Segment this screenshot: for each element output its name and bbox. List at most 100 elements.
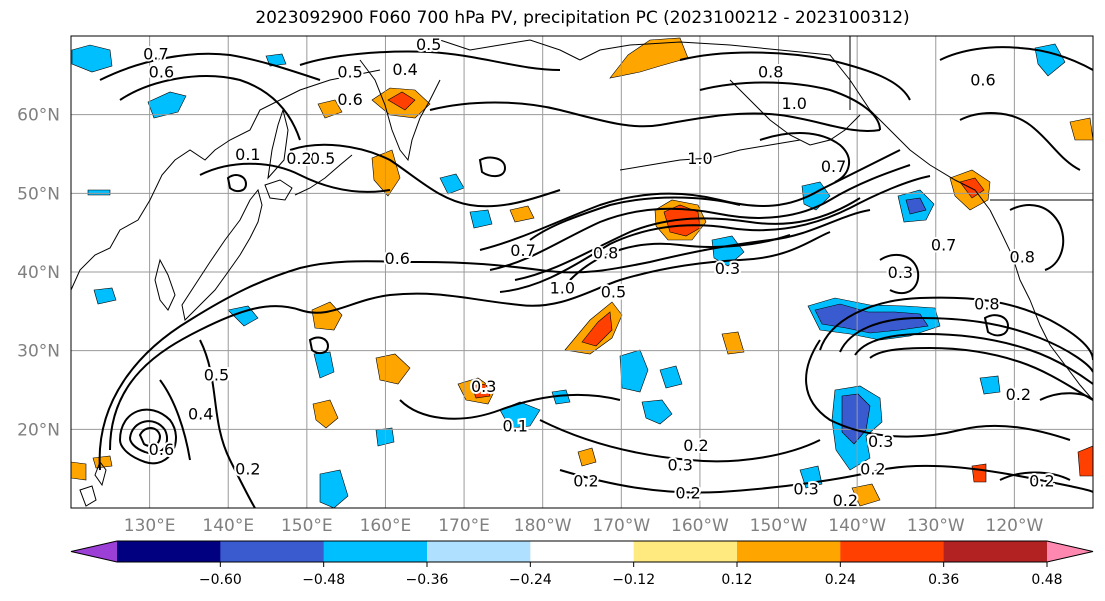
pv-contour xyxy=(118,408,177,465)
coastline-aleutians xyxy=(619,139,801,171)
precip-patch xyxy=(71,461,87,481)
pv-contour xyxy=(514,197,861,281)
pv-contour xyxy=(759,132,850,183)
contour-label: 0.5 xyxy=(310,149,335,168)
contour-label: 0.2 xyxy=(1006,385,1031,404)
contour-label: 0.7 xyxy=(143,44,168,63)
colorbar-extend-low xyxy=(71,541,117,562)
pv-contour xyxy=(299,50,561,71)
longitude-label: 150°W xyxy=(750,516,808,536)
precip-patch xyxy=(471,383,491,399)
pv-contour xyxy=(679,51,911,101)
contour-label: 1.0 xyxy=(782,94,807,113)
pv-contour xyxy=(138,427,162,447)
contour-label: 1.0 xyxy=(687,149,712,168)
colorbar-outline xyxy=(70,540,1094,563)
latitude-label: 30°N xyxy=(17,342,60,362)
latitude-label: 60°N xyxy=(17,106,60,126)
precip-patch xyxy=(577,447,597,467)
contour-label: 0.4 xyxy=(188,405,213,424)
coastline-kurils xyxy=(294,154,353,196)
contour-label: 0.1 xyxy=(502,416,527,435)
precip-patch xyxy=(641,399,673,425)
coastline-korea xyxy=(154,258,176,311)
precip-patch xyxy=(469,209,493,229)
pv-contour xyxy=(939,46,1093,71)
contour-label: 0.8 xyxy=(974,294,999,313)
map-plot-area: 0.70.6 0.5 0.40.50.60.50.10.6 0.7 0.81.0 0.50… xyxy=(71,36,1093,510)
colorbar-tick-label: −0.60 xyxy=(199,572,242,588)
precip-patch xyxy=(721,331,745,355)
longitude-label: 120°W xyxy=(986,516,1044,536)
contour-label: 0.4 xyxy=(392,60,417,79)
contour-label: 0.2 xyxy=(286,149,311,168)
contour-label: 0.6 xyxy=(149,440,174,459)
precip-patch xyxy=(92,455,113,469)
latitude-label: 50°N xyxy=(17,184,60,204)
longitude-label: 130°E xyxy=(124,516,176,536)
colorbar-bin xyxy=(220,541,325,562)
pv-contour xyxy=(1039,392,1093,401)
pv-contour xyxy=(805,339,1071,441)
pv-contour xyxy=(289,143,561,208)
precip-patch xyxy=(659,365,683,389)
colorbar-bin xyxy=(633,541,738,562)
coastline-chukotka xyxy=(439,39,581,61)
pv-contour xyxy=(478,156,507,178)
coastlines xyxy=(71,36,1093,507)
pv-contour xyxy=(99,52,321,81)
pv-contour xyxy=(869,346,1093,401)
precip-patch xyxy=(227,305,259,327)
contour-label: 1.0 xyxy=(550,279,575,298)
precip-patch xyxy=(71,44,113,73)
pv-contour xyxy=(854,332,1093,385)
latitude-labels: 60°N 50°N 40°N 30°N 20°N xyxy=(17,106,60,441)
contour-label: 0.2 xyxy=(683,436,708,455)
colorbar-bin xyxy=(943,541,1048,562)
precip-patch xyxy=(87,189,111,196)
contour-label: 0.6 xyxy=(970,70,995,89)
colorbar-bin xyxy=(323,541,428,562)
contour-label: 0.3 xyxy=(668,456,693,475)
pv-contour xyxy=(119,75,301,141)
precip-patch xyxy=(551,389,571,405)
longitude-label: 140°W xyxy=(828,516,886,536)
contour-label: 0.1 xyxy=(235,145,260,164)
pv-contour xyxy=(959,112,1081,171)
colorbar-bin xyxy=(840,541,945,562)
colorbar-bin xyxy=(530,541,635,562)
colorbar-tick-label: −0.48 xyxy=(302,572,345,588)
precip-patch xyxy=(581,311,613,347)
pv-contour xyxy=(199,162,391,193)
precip-patch xyxy=(711,235,745,267)
coastline-philippines xyxy=(79,485,97,507)
contour-labels: 0.70.6 0.5 0.40.50.60.50.10.6 0.7 0.81.0 0.50… xyxy=(141,36,1056,510)
longitude-label: 160°E xyxy=(360,516,412,536)
precip-patch xyxy=(375,353,411,385)
coastline-asia xyxy=(71,69,381,291)
longitude-label: 140°E xyxy=(202,516,254,536)
precip-patch xyxy=(979,375,1001,395)
longitude-label: 170°E xyxy=(438,516,490,536)
precip-patch xyxy=(387,91,416,111)
precip-patch xyxy=(312,399,339,429)
precip-patch xyxy=(905,197,927,215)
pv-contour xyxy=(109,231,831,451)
coastline-japan xyxy=(181,188,263,322)
precip-patch xyxy=(1069,117,1093,141)
colorbar-tick-label: 0.36 xyxy=(928,572,959,588)
contour-label: 0.2 xyxy=(833,491,858,510)
latitude-label: 20°N xyxy=(17,420,60,440)
latitude-label: 40°N xyxy=(17,263,60,283)
contour-label: 0.2 xyxy=(860,460,885,479)
precip-patch xyxy=(265,53,287,67)
precip-patch xyxy=(971,463,987,483)
pv-contour xyxy=(539,419,821,463)
pv-contour xyxy=(98,209,871,471)
coastline-taiwan xyxy=(94,460,107,487)
precip-patch xyxy=(93,287,117,305)
contour-label: 0.6 xyxy=(149,62,174,81)
colorbar: −0.60 −0.48 −0.36 −0.24 −0.12 0.12 0.24 0.36 0.4… xyxy=(70,540,1094,588)
map-frame xyxy=(70,35,1094,509)
